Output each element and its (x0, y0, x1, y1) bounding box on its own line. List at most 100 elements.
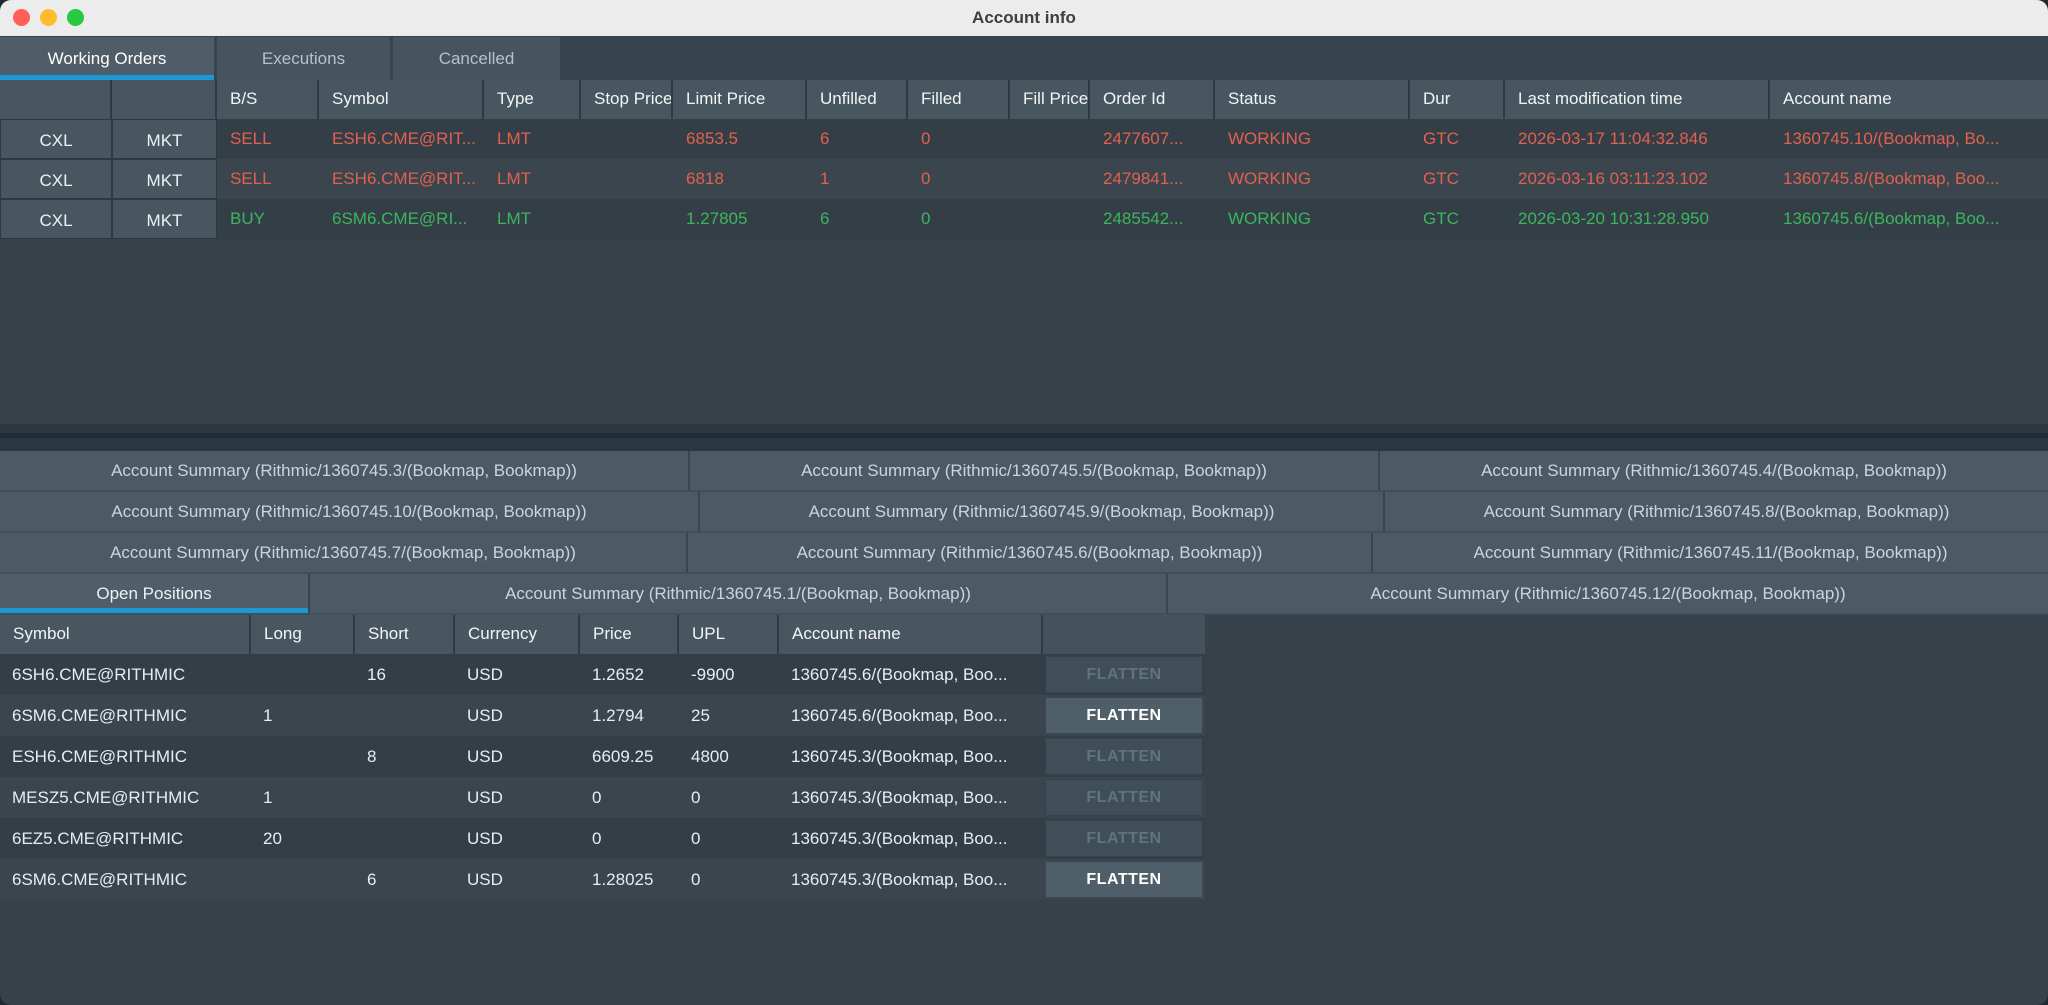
position-row[interactable]: 6SM6.CME@RITHMIC 1 USD 1.2794 25 1360745… (0, 695, 1205, 736)
tab-account-summary[interactable]: Account Summary (Rithmic/1360745.1/(Book… (310, 574, 1168, 613)
column-header-unfilled[interactable]: Unfilled (807, 80, 908, 119)
cell-long: 1 (263, 706, 273, 725)
positions-table-header: Symbol Long Short Currency Price UPL Acc… (0, 615, 1205, 654)
cell-type: LMT (497, 209, 531, 228)
cell-filled: 0 (921, 169, 931, 188)
convert-to-market-button[interactable]: MKT (112, 159, 217, 199)
column-header-account-name[interactable]: Account name (1783, 89, 1892, 108)
zoom-window-button[interactable] (67, 9, 84, 26)
panel-splitter[interactable] (0, 424, 2048, 451)
tab-account-summary[interactable]: Account Summary (Rithmic/1360745.3/(Book… (0, 451, 690, 490)
cancel-order-button[interactable]: CXL (0, 119, 112, 159)
cell-type: LMT (497, 129, 531, 148)
order-row[interactable]: CXL MKT BUY 6SM6.CME@RI... LMT 1.27805 6… (0, 199, 2048, 239)
cell-price: 0 (592, 788, 602, 807)
position-row[interactable]: 6EZ5.CME@RITHMIC 20 USD 0 0 1360745.3/(B… (0, 818, 1205, 859)
cancel-order-button[interactable]: CXL (0, 159, 112, 199)
tab-cancelled[interactable]: Cancelled (393, 37, 560, 80)
cell-account-name: 1360745.3/(Bookmap, Boo... (791, 829, 1008, 848)
column-header-stop-price[interactable]: Stop Price (581, 80, 673, 119)
cancel-order-button[interactable]: CXL (0, 199, 112, 239)
position-row[interactable]: 6SH6.CME@RITHMIC 16 USD 1.2652 -9900 136… (0, 654, 1205, 695)
column-header-bs[interactable]: B/S (217, 80, 319, 119)
column-header-type[interactable]: Type (484, 80, 581, 119)
column-header-filled[interactable]: Filled (908, 80, 1010, 119)
cell-dur: GTC (1423, 209, 1459, 228)
column-header-cancel[interactable] (0, 80, 112, 119)
flatten-button: FLATTEN (1045, 820, 1203, 857)
cell-order-id: 2485542... (1103, 209, 1184, 228)
column-header-market[interactable] (112, 80, 217, 119)
cell-price: 0 (592, 829, 602, 848)
cell-unfilled: 1 (820, 169, 830, 188)
cell-upl: -9900 (691, 665, 735, 684)
flatten-button[interactable]: FLATTEN (1045, 861, 1203, 898)
tab-account-summary[interactable]: Account Summary (Rithmic/1360745.12/(Boo… (1370, 584, 1846, 603)
tab-account-summary[interactable]: Account Summary (Rithmic/1360745.7/(Book… (0, 533, 688, 572)
tab-account-summary[interactable]: Account Summary (Rithmic/1360745.4/(Book… (1481, 461, 1947, 480)
cell-long: 1 (263, 788, 273, 807)
cell-currency: USD (467, 706, 503, 725)
flatten-button: FLATTEN (1045, 656, 1203, 693)
column-header-long[interactable]: Long (251, 615, 355, 654)
convert-to-market-button[interactable]: MKT (112, 119, 217, 159)
tab-account-summary[interactable]: Account Summary (Rithmic/1360745.10/(Boo… (0, 492, 700, 531)
column-header-currency[interactable]: Currency (455, 615, 580, 654)
column-header-order-id[interactable]: Order Id (1090, 80, 1215, 119)
cell-limit-price: 6853.5 (686, 129, 738, 148)
cell-price: 6609.25 (592, 747, 654, 766)
column-header-dur[interactable]: Dur (1410, 80, 1505, 119)
cell-status: WORKING (1228, 209, 1312, 228)
column-header-short[interactable]: Short (355, 615, 455, 654)
position-row[interactable]: ESH6.CME@RITHMIC 8 USD 6609.25 4800 1360… (0, 736, 1205, 777)
cell-stop-price (581, 199, 673, 239)
cell-currency: USD (467, 829, 503, 848)
cell-currency: USD (467, 788, 503, 807)
tab-account-summary[interactable]: Account Summary (Rithmic/1360745.8/(Book… (1483, 502, 1950, 521)
flatten-button[interactable]: FLATTEN (1045, 697, 1203, 734)
cell-short (355, 777, 455, 818)
cell-unfilled: 6 (820, 209, 830, 228)
tab-executions[interactable]: Executions (217, 37, 390, 80)
column-header-upl[interactable]: UPL (679, 615, 779, 654)
convert-to-market-button[interactable]: MKT (112, 199, 217, 239)
close-window-button[interactable] (13, 9, 30, 26)
tab-account-summary[interactable]: Account Summary (Rithmic/1360745.11/(Boo… (1473, 543, 1948, 562)
cell-stop-price (581, 119, 673, 159)
cell-account-name: 1360745.6/(Bookmap, Boo... (1783, 209, 2000, 228)
order-row[interactable]: CXL MKT SELL ESH6.CME@RIT... LMT 6853.5 … (0, 119, 2048, 159)
column-header-account-name[interactable]: Account name (779, 615, 1043, 654)
cell-account-name: 1360745.3/(Bookmap, Boo... (791, 870, 1008, 889)
cell-last-modification-time: 2026-03-16 03:11:23.102 (1518, 169, 1708, 188)
tab-account-summary[interactable]: Account Summary (Rithmic/1360745.5/(Book… (690, 451, 1380, 490)
minimize-window-button[interactable] (40, 9, 57, 26)
order-row[interactable]: CXL MKT SELL ESH6.CME@RIT... LMT 6818 1 … (0, 159, 2048, 199)
titlebar: Account info (0, 0, 2048, 37)
flatten-button: FLATTEN (1045, 779, 1203, 816)
cell-order-id: 2479841... (1103, 169, 1184, 188)
cell-symbol: 6SM6.CME@RITHMIC (12, 706, 187, 725)
orders-tabbar: Working Orders Executions Cancelled (0, 37, 2048, 80)
column-header-last-modification-time[interactable]: Last modification time (1505, 80, 1770, 119)
account-summary-tab-grid: Account Summary (Rithmic/1360745.3/(Book… (0, 451, 2048, 615)
cell-status: WORKING (1228, 129, 1312, 148)
cell-symbol: MESZ5.CME@RITHMIC (12, 788, 200, 807)
column-header-symbol[interactable]: Symbol (319, 80, 484, 119)
column-header-symbol[interactable]: Symbol (0, 615, 251, 654)
column-header-limit-price[interactable]: Limit Price (673, 80, 807, 119)
tab-account-summary[interactable]: Account Summary (Rithmic/1360745.6/(Book… (688, 533, 1373, 572)
window-title: Account info (972, 8, 1076, 27)
cell-fill-price (1010, 159, 1090, 199)
cell-long (251, 654, 355, 695)
tab-account-summary[interactable]: Account Summary (Rithmic/1360745.9/(Book… (700, 492, 1385, 531)
column-header-price[interactable]: Price (580, 615, 679, 654)
position-row[interactable]: 6SM6.CME@RITHMIC 6 USD 1.28025 0 1360745… (0, 859, 1205, 900)
tab-working-orders[interactable]: Working Orders (0, 37, 214, 80)
column-header-status[interactable]: Status (1215, 80, 1410, 119)
summary-tab-row: Open Positions Account Summary (Rithmic/… (0, 574, 2048, 615)
position-row[interactable]: MESZ5.CME@RITHMIC 1 USD 0 0 1360745.3/(B… (0, 777, 1205, 818)
column-header-fill-price[interactable]: Fill Price (1010, 80, 1090, 119)
orders-table-header: B/S Symbol Type Stop Price Limit Price U… (0, 80, 2048, 119)
cell-short: 6 (367, 870, 377, 889)
tab-open-positions[interactable]: Open Positions (0, 574, 310, 613)
